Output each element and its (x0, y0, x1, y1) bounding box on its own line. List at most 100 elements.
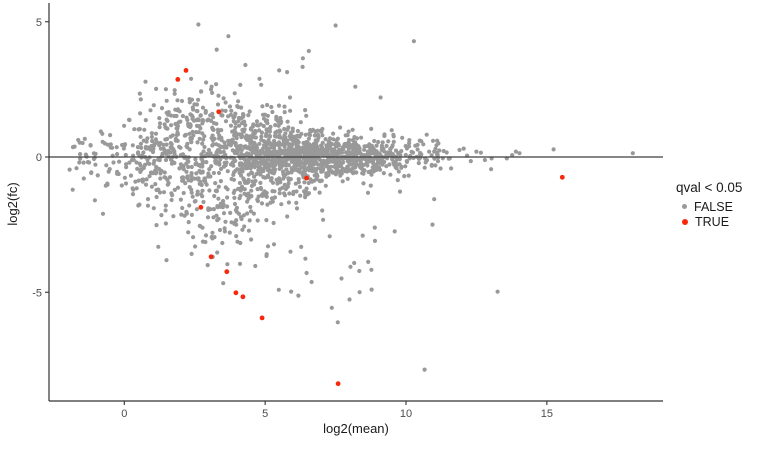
data-point (406, 173, 411, 178)
y-tick-label: 5 (36, 17, 42, 29)
data-point (244, 133, 249, 138)
data-point (376, 139, 381, 145)
data-point (276, 119, 281, 124)
x-tick-label: 15 (541, 408, 553, 420)
y-axis-title: log2(fc) (5, 182, 20, 225)
data-point (200, 105, 206, 110)
data-point (209, 135, 214, 141)
data-point (200, 131, 205, 136)
data-point (267, 134, 272, 139)
data-point (265, 244, 271, 249)
data-point (154, 194, 159, 200)
data-point (260, 112, 266, 117)
data-point (104, 163, 109, 168)
data-point (150, 138, 155, 144)
data-point (205, 151, 210, 156)
data-point (252, 135, 257, 140)
data-point (135, 166, 140, 171)
data-point (370, 160, 375, 165)
data-point (374, 143, 379, 148)
data-point (362, 144, 367, 149)
data-point (416, 161, 421, 166)
data-point (221, 149, 226, 154)
data-point (301, 145, 306, 150)
data-point (223, 219, 228, 224)
data-point (256, 164, 261, 169)
data-point (250, 179, 255, 184)
data-point (206, 171, 211, 176)
data-point (186, 164, 191, 170)
data-point (246, 228, 251, 233)
data-point (421, 142, 426, 147)
data-point (164, 98, 169, 103)
data-point (416, 156, 422, 161)
data-point (165, 112, 170, 117)
data-point (335, 381, 341, 387)
data-point (225, 187, 230, 192)
data-point (368, 169, 373, 174)
data-point (171, 147, 176, 152)
data-point (225, 195, 230, 200)
data-point (77, 140, 82, 145)
data-point (328, 145, 333, 150)
data-point (227, 230, 232, 235)
data-point (190, 194, 195, 199)
data-point (205, 118, 210, 123)
data-point (276, 179, 281, 184)
data-point (200, 117, 205, 123)
data-point (145, 161, 150, 166)
data-point (288, 136, 293, 141)
data-point (198, 179, 203, 185)
data-point (241, 113, 246, 118)
data-point (335, 136, 340, 141)
y-tick-label: 0 (36, 152, 42, 164)
data-point (257, 141, 262, 146)
data-point (333, 142, 338, 147)
data-point (277, 191, 282, 196)
data-point (163, 87, 168, 92)
data-point (437, 148, 442, 153)
data-point (143, 182, 149, 187)
data-point (207, 167, 212, 172)
legend-item-false-label: FALSE (694, 199, 733, 214)
data-point (250, 156, 255, 161)
data-point (170, 159, 175, 164)
data-point (169, 197, 174, 203)
data-point (551, 147, 556, 152)
data-point (174, 126, 179, 131)
data-point (312, 178, 317, 183)
data-point (353, 140, 358, 145)
data-point (307, 148, 312, 153)
data-point (216, 109, 222, 115)
data-point (138, 167, 143, 172)
data-point (157, 166, 162, 172)
data-point (158, 146, 163, 151)
data-point (314, 145, 319, 150)
data-point (93, 151, 98, 156)
data-point (243, 123, 248, 128)
data-point (392, 229, 397, 234)
data-point (282, 110, 287, 115)
data-point (202, 176, 207, 181)
data-point (311, 141, 316, 146)
data-point (329, 169, 334, 174)
data-point (237, 132, 242, 137)
data-point (276, 103, 282, 108)
data-point (111, 160, 116, 165)
data-point (329, 305, 334, 310)
data-point (223, 143, 228, 149)
data-point (252, 174, 257, 179)
data-point (223, 100, 228, 105)
data-point (137, 91, 142, 96)
data-point (231, 170, 237, 175)
data-point (195, 189, 200, 194)
data-point (164, 258, 169, 263)
data-point (149, 134, 154, 139)
data-point (211, 121, 217, 126)
data-point (254, 119, 260, 124)
data-point (258, 160, 264, 165)
data-point (221, 96, 226, 101)
data-point (265, 152, 270, 157)
data-point (369, 172, 374, 177)
data-point (306, 136, 311, 141)
